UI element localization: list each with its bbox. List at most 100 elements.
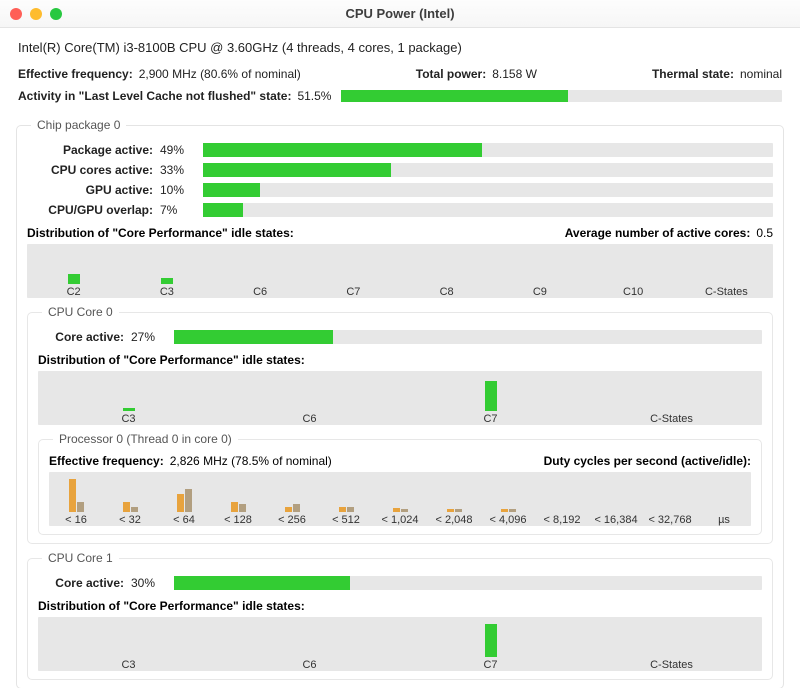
hist-col: µs (697, 472, 751, 526)
cstate-col: C2 (27, 244, 120, 298)
cstate-label: C-States (680, 286, 773, 298)
core0-panel: CPU Core 0 Core active: 27% Distribution… (27, 312, 773, 544)
hist-label: < 4,096 (481, 514, 535, 526)
hist-label: < 32 (103, 514, 157, 526)
minimize-icon[interactable] (30, 8, 42, 20)
llc-value: 51.5% (297, 89, 331, 103)
hist-bars (285, 504, 300, 512)
core0-active-bar-fill (174, 330, 333, 344)
llc-bar (341, 90, 782, 102)
cstate-col: C7 (307, 244, 400, 298)
hist-idle-bar (455, 509, 462, 512)
cstate-label: C7 (400, 659, 581, 671)
content-scroll[interactable]: Chip package 0 Package active:49%CPU cor… (0, 117, 800, 688)
proc0-duty-label: Duty cycles per second (active/idle): (544, 454, 751, 468)
cstate-bar (68, 274, 80, 284)
chip-row-bar (203, 163, 773, 177)
core0-dist-label: Distribution of "Core Performance" idle … (38, 353, 305, 367)
hist-label: < 1,024 (373, 514, 427, 526)
core1-dist-label: Distribution of "Core Performance" idle … (38, 599, 305, 613)
hist-active-bar (123, 502, 130, 512)
cstate-col: C10 (587, 244, 680, 298)
total-power-value: 8.158 W (492, 67, 537, 81)
hist-bars (177, 489, 192, 512)
hist-bars (501, 509, 516, 512)
cstate-col: C3 (38, 617, 219, 671)
chip-row-bar-fill (203, 143, 482, 157)
hist-label: < 512 (319, 514, 373, 526)
core1-title: CPU Core 1 (42, 551, 119, 565)
cstate-label: C7 (307, 286, 400, 298)
cstate-col: C7 (400, 617, 581, 671)
hist-label: < 128 (211, 514, 265, 526)
cstate-bar (485, 624, 497, 657)
chip-row-bar (203, 143, 773, 157)
hist-bars (69, 479, 84, 512)
hist-idle-bar (185, 489, 192, 512)
hist-idle-bar (401, 509, 408, 512)
chip-row-bar-fill (203, 183, 260, 197)
hist-active-bar (285, 507, 292, 512)
thermal-value: nominal (740, 67, 782, 81)
hist-col: < 2,048 (427, 472, 481, 526)
hist-label: < 64 (157, 514, 211, 526)
chip-row-value: 49% (157, 143, 197, 157)
chip-row-label: CPU cores active: (27, 163, 157, 177)
cstate-label: C-States (581, 659, 762, 671)
cstate-col: C3 (38, 371, 219, 425)
hist-active-bar (177, 494, 184, 512)
hist-active-bar (339, 507, 346, 512)
hist-label: < 256 (265, 514, 319, 526)
cstate-col: C-States (581, 371, 762, 425)
chip-row-value: 7% (157, 203, 197, 217)
chip-row-bar (203, 183, 773, 197)
hist-col: < 64 (157, 472, 211, 526)
chip-row-label: Package active: (27, 143, 157, 157)
cstate-col: C7 (400, 371, 581, 425)
hist-label: µs (697, 514, 751, 526)
hist-label: < 2,048 (427, 514, 481, 526)
hist-label: < 8,192 (535, 514, 589, 526)
core0-cstates-chart: C3C6C7C-States (38, 371, 762, 425)
cstate-label: C9 (493, 286, 586, 298)
hist-col: < 32 (103, 472, 157, 526)
hist-label: < 32,768 (643, 514, 697, 526)
core1-active-label: Core active: (38, 576, 128, 590)
proc0-histogram: < 16< 32< 64< 128< 256< 512< 1,024< 2,04… (49, 472, 751, 526)
close-icon[interactable] (10, 8, 22, 20)
cstate-label: C6 (219, 413, 400, 425)
hist-label: < 16 (49, 514, 103, 526)
core1-panel: CPU Core 1 Core active: 30% Distribution… (27, 558, 773, 680)
avg-cores-label: Average number of active cores: (565, 226, 751, 240)
core1-active-bar-fill (174, 576, 350, 590)
hist-bars (339, 507, 354, 512)
cstate-label: C8 (400, 286, 493, 298)
avg-cores-value: 0.5 (756, 226, 773, 240)
cstate-col: C6 (219, 371, 400, 425)
chip-cstates-chart: C2C3C6C7C8C9C10C-States (27, 244, 773, 298)
cstate-col: C8 (400, 244, 493, 298)
cstate-label: C7 (400, 413, 581, 425)
zoom-icon[interactable] (50, 8, 62, 20)
hist-active-bar (393, 508, 400, 512)
hist-idle-bar (77, 502, 84, 512)
cstate-label: C6 (214, 286, 307, 298)
hist-col: < 16,384 (589, 472, 643, 526)
chip-row-bar-fill (203, 203, 243, 217)
hist-bars (393, 508, 408, 512)
hist-bars (123, 502, 138, 512)
hist-idle-bar (239, 504, 246, 512)
titlebar: CPU Power (Intel) (0, 0, 800, 28)
hist-idle-bar (293, 504, 300, 512)
proc0-title: Processor 0 (Thread 0 in core 0) (53, 432, 238, 446)
chip-package-panel: Chip package 0 Package active:49%CPU cor… (16, 125, 784, 688)
hist-col: < 128 (211, 472, 265, 526)
core0-title: CPU Core 0 (42, 305, 119, 319)
chip-package-title: Chip package 0 (31, 118, 126, 132)
cstate-col: C-States (680, 244, 773, 298)
cstate-bar (485, 381, 497, 411)
total-power-label: Total power: (416, 67, 486, 81)
hist-col: < 512 (319, 472, 373, 526)
hist-active-bar (501, 509, 508, 512)
hist-col: < 256 (265, 472, 319, 526)
